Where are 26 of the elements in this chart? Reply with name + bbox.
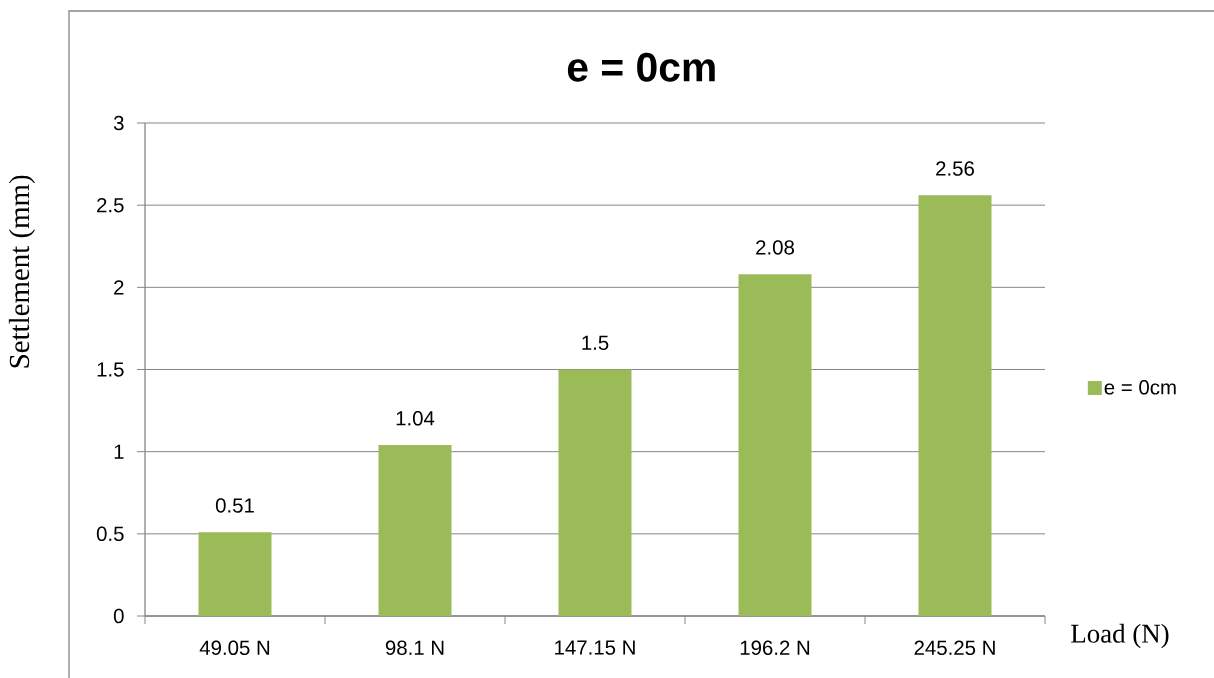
data-label: 1.5 (582, 335, 609, 350)
data-label: 0.51 (215, 498, 254, 513)
chart-title: e = 0cm (567, 52, 715, 82)
data-label: 1.04 (396, 411, 435, 426)
bar (558, 369, 632, 616)
x-tick-label: 147.15 N (555, 640, 635, 655)
y-axis-title: Settlement (mm) (8, 175, 36, 368)
data-label: 2.08 (756, 240, 794, 255)
y-tick-label: 2 (114, 280, 124, 295)
y-tick-label: 0.5 (96, 526, 124, 542)
x-tick-label: 245.25 N (914, 640, 995, 655)
x-tick-label: 98.1 N (385, 640, 444, 655)
legend-label: e = 0cm (1104, 380, 1176, 395)
bar (918, 195, 992, 616)
x-axis-title: Load (N) (1071, 623, 1169, 649)
data-label: 2.56 (936, 161, 974, 176)
y-tick-label: 2.5 (97, 197, 124, 213)
bar (198, 532, 272, 616)
y-tick-label: 0 (113, 608, 124, 624)
bar (738, 274, 812, 616)
x-tick-label: 49.05 N (199, 640, 270, 655)
y-tick-label: 1 (114, 444, 124, 459)
x-tick-label: 196.2 N (740, 640, 810, 655)
y-tick-label: 1.5 (97, 362, 124, 377)
y-tick-label: 3 (113, 115, 124, 131)
bar (378, 445, 452, 616)
